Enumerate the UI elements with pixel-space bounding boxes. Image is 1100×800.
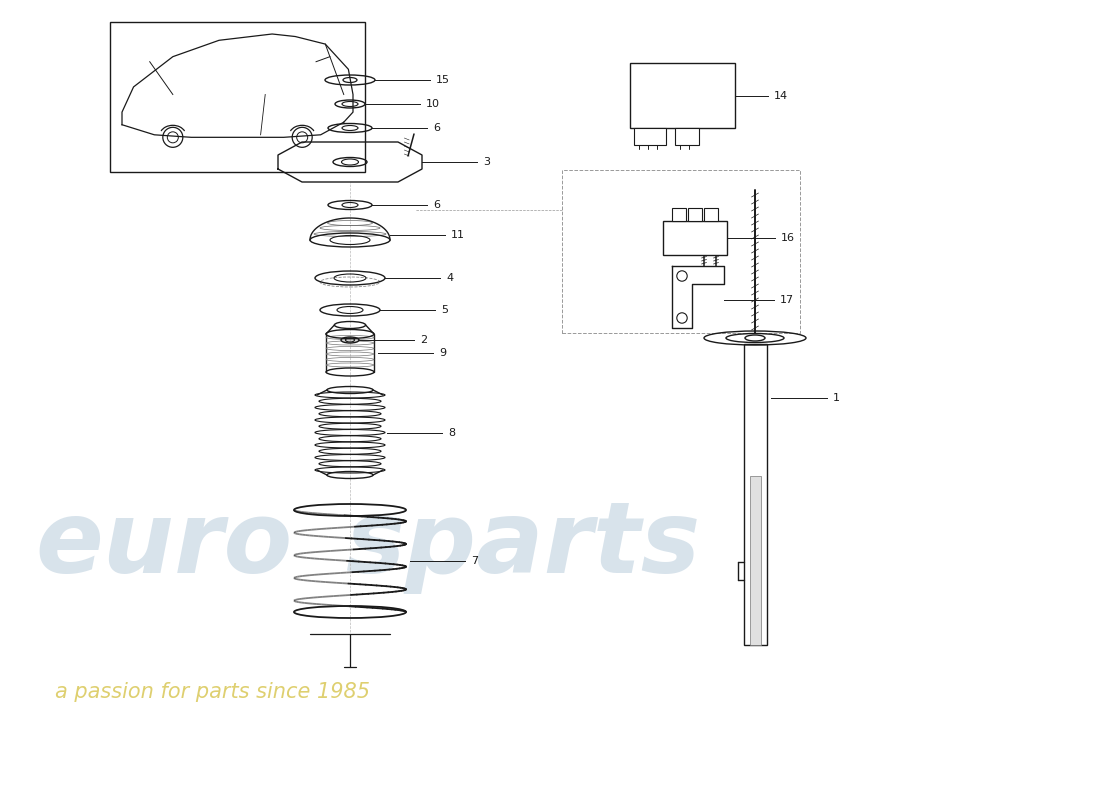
Text: 6: 6 (433, 200, 440, 210)
Bar (562, 170, 800, 333)
Bar (634, 128, 665, 145)
Bar (744, 344, 767, 645)
Text: 15: 15 (436, 75, 450, 85)
Text: 11: 11 (451, 230, 465, 240)
Text: 5: 5 (441, 305, 448, 315)
Bar (675, 128, 698, 145)
Bar (663, 221, 727, 255)
Text: 17: 17 (780, 295, 794, 305)
Text: a passion for parts since 1985: a passion for parts since 1985 (55, 682, 370, 702)
Text: 6: 6 (433, 123, 440, 133)
Bar (688, 208, 702, 221)
Text: 2: 2 (420, 335, 427, 345)
Text: 7: 7 (471, 556, 478, 566)
Text: 10: 10 (426, 99, 440, 109)
Bar (704, 208, 718, 221)
Bar (749, 476, 760, 645)
Text: 1: 1 (833, 393, 840, 403)
Polygon shape (672, 266, 724, 328)
Text: sparts: sparts (345, 497, 701, 594)
Bar (630, 63, 735, 128)
Text: 3: 3 (483, 157, 490, 167)
Polygon shape (278, 142, 422, 182)
Bar (672, 208, 686, 221)
Text: 4: 4 (446, 273, 453, 283)
Text: 16: 16 (781, 233, 795, 243)
Bar (110, 22, 365, 172)
Text: 14: 14 (774, 91, 788, 101)
Text: 9: 9 (439, 348, 447, 358)
Text: euro: euro (35, 497, 293, 594)
Text: 8: 8 (448, 427, 455, 438)
